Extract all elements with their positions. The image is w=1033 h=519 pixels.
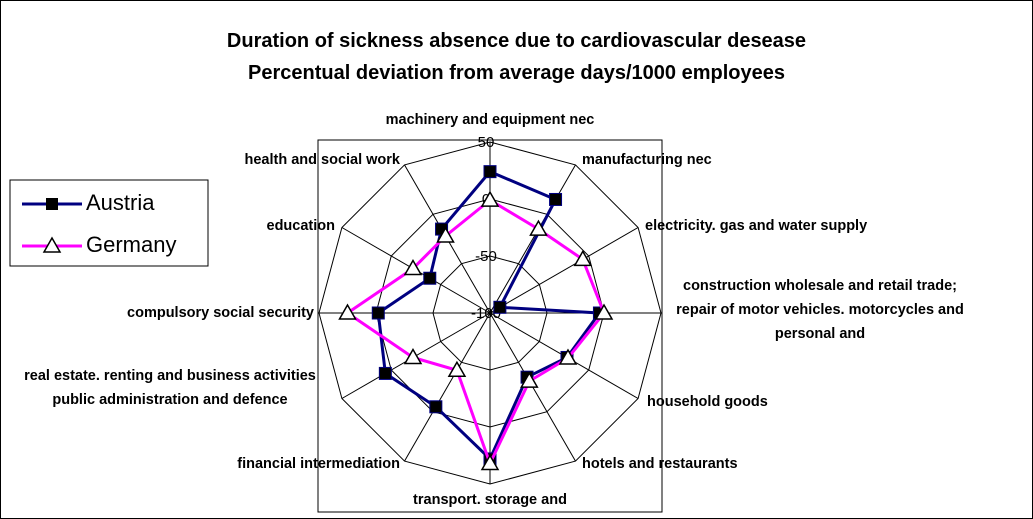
- spoke: [489, 164, 576, 314]
- category-label: financial intermediation: [237, 456, 400, 472]
- category-label: construction wholesale and retail trade;…: [676, 278, 964, 342]
- category-label: real estate. renting and business activi…: [24, 368, 316, 408]
- marker: [338, 303, 357, 320]
- marker: [429, 400, 443, 414]
- category-label: compulsory social security: [127, 305, 314, 321]
- marker: [436, 226, 455, 243]
- marker: [594, 303, 614, 320]
- category-label: hotels and restaurants: [582, 456, 738, 472]
- marker: [493, 300, 507, 314]
- legend-marker: [42, 236, 62, 253]
- marker: [483, 165, 497, 179]
- category-label: household goods: [647, 394, 768, 410]
- category-label: electricity. gas and water supply: [645, 218, 868, 234]
- category-label: education: [266, 218, 335, 234]
- spoke: [404, 312, 491, 462]
- marker: [480, 453, 500, 471]
- legend-label: Austria: [86, 190, 155, 215]
- marker: [447, 360, 467, 378]
- category-label: health and social work: [244, 152, 400, 168]
- marker: [378, 366, 392, 380]
- marker: [529, 219, 548, 236]
- spoke: [489, 227, 639, 314]
- marker: [549, 192, 563, 206]
- marker: [403, 259, 423, 276]
- legend-label: Germany: [86, 232, 177, 257]
- category-label: machinery and equipment nec: [385, 112, 595, 128]
- category-label: transport. storage and: [413, 492, 567, 508]
- chart-title: Duration of sickness absence due to card…: [226, 30, 807, 52]
- marker: [573, 249, 593, 267]
- marker: [480, 190, 500, 207]
- marker: [520, 371, 539, 388]
- marker: [558, 348, 578, 365]
- legend-marker: [46, 198, 58, 210]
- marker: [403, 347, 423, 365]
- legend-box: [9, 179, 209, 267]
- plot-frame: [317, 139, 663, 513]
- category-label: manufacturing nec: [582, 152, 712, 168]
- marker: [423, 271, 437, 285]
- chart-subtitle: Percentual deviation from average days/1…: [248, 62, 785, 84]
- r-tick-label: -50: [475, 248, 497, 265]
- marker: [371, 306, 385, 320]
- r-tick-label: 50: [478, 134, 495, 151]
